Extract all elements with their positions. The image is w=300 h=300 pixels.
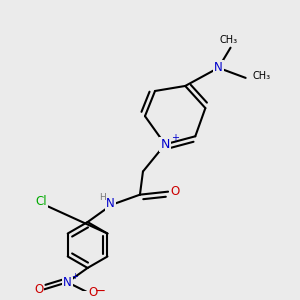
Text: N: N [63, 276, 72, 289]
Text: H: H [99, 193, 106, 202]
Text: CH₃: CH₃ [219, 35, 237, 45]
Text: O: O [34, 283, 44, 296]
Text: Cl: Cl [35, 195, 47, 208]
Text: +: + [72, 272, 78, 281]
Text: −: − [95, 285, 106, 298]
Text: O: O [170, 184, 179, 197]
Text: CH₃: CH₃ [252, 71, 270, 81]
Text: N: N [106, 197, 115, 210]
Text: N: N [214, 61, 223, 74]
Text: +: + [171, 133, 179, 143]
Text: N: N [160, 138, 170, 151]
Text: O: O [88, 286, 98, 299]
